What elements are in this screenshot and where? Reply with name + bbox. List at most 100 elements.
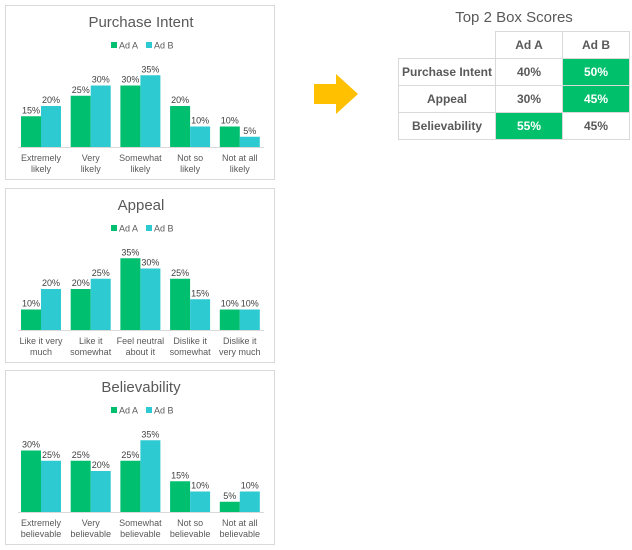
bar [140, 75, 161, 147]
data-label: 10% [191, 481, 209, 491]
legend-swatch [111, 407, 117, 413]
category-label: about it [126, 347, 156, 357]
data-label: 30% [22, 440, 40, 450]
category-label: believable [21, 529, 62, 539]
data-label: 30% [121, 75, 139, 85]
legend-swatch [146, 42, 152, 48]
data-label: 25% [171, 268, 189, 278]
category-label: believable [220, 529, 261, 539]
category-label: Not at all [222, 518, 258, 528]
bar [41, 460, 61, 512]
data-label: 35% [141, 429, 159, 439]
category-label: Not so [177, 518, 203, 528]
legend-label: Ad B [154, 41, 174, 51]
bar [70, 95, 91, 147]
bar [21, 450, 41, 512]
chart-title: Appeal [118, 197, 165, 214]
data-label: 25% [72, 450, 90, 460]
bar [90, 85, 111, 147]
chart-title: Purchase Intent [88, 14, 194, 31]
bar [21, 309, 41, 330]
data-label: 25% [72, 85, 90, 95]
data-label: 30% [141, 258, 159, 268]
bar [90, 471, 111, 512]
category-label: Dislike it [223, 336, 257, 346]
legend-swatch [111, 225, 117, 231]
legend-swatch [146, 225, 152, 231]
legend-label: Ad B [154, 224, 174, 234]
bar [170, 106, 191, 147]
row-label: Appeal [398, 85, 496, 113]
bar [170, 481, 191, 512]
category-label: Not so [177, 153, 203, 163]
chart-believability: Believability Ad A Ad B 30% 25% Extremely beli… [5, 370, 275, 545]
data-label: 35% [121, 247, 139, 257]
legend-label: Ad A [119, 224, 138, 234]
bar [70, 460, 91, 512]
data-label: 25% [42, 450, 60, 460]
bar [190, 299, 211, 330]
cell-ad-a: 30% [495, 85, 563, 113]
data-label: 15% [191, 288, 209, 298]
category-label: Feel neutral [117, 336, 165, 346]
data-label: 10% [241, 481, 259, 491]
cell-ad-a: 55% [495, 112, 563, 140]
chart-appeal: Appeal Ad A Ad B 10% 20% Like it very much 20% 2… [5, 188, 275, 363]
category-label: believable [70, 529, 111, 539]
category-label: believable [120, 529, 161, 539]
data-label: 25% [92, 268, 110, 278]
category-label: Not at all [222, 153, 258, 163]
data-label: 20% [92, 460, 110, 470]
data-label: 20% [42, 278, 60, 288]
bar [239, 136, 260, 147]
cell-ad-b: 45% [562, 112, 630, 140]
bar [190, 126, 211, 147]
table-row: Believability 55% 45% [398, 112, 630, 140]
bar [120, 460, 141, 512]
category-label: Very [82, 518, 101, 528]
data-label: 5% [223, 491, 236, 501]
bar [219, 309, 240, 330]
table-row: Purchase Intent 40% 50% [398, 58, 630, 86]
bar [239, 309, 260, 330]
cell-ad-a: 40% [495, 58, 563, 86]
data-label: 35% [141, 64, 159, 74]
row-label: Purchase Intent [398, 58, 496, 86]
data-label: 20% [42, 95, 60, 105]
bar [140, 440, 161, 512]
category-label: Somewhat [119, 153, 162, 163]
bar [219, 126, 240, 147]
legend-swatch [146, 407, 152, 413]
table-title: Top 2 Box Scores [455, 9, 573, 26]
category-label: likely [31, 164, 52, 174]
table-header-row: Ad A Ad B [398, 31, 630, 59]
category-label: Like it [79, 336, 103, 346]
data-label: 20% [72, 278, 90, 288]
bar [120, 258, 141, 330]
column-header: Ad A [495, 31, 563, 59]
category-label: somewhat [70, 347, 112, 357]
legend-label: Ad A [119, 41, 138, 51]
chart-purchase-intent: Purchase Intent Ad A Ad B 15% 20% Extremely li… [5, 5, 275, 180]
chart-title: Believability [101, 379, 181, 396]
data-label: 15% [171, 470, 189, 480]
bar [239, 491, 260, 512]
top-2-box-table: Ad A Ad B Purchase Intent 40% 50% Appeal… [398, 31, 630, 140]
bar [219, 501, 240, 512]
legend-label: Ad B [154, 406, 174, 416]
legend-label: Ad A [119, 406, 138, 416]
category-label: likely [81, 164, 102, 174]
table-row: Appeal 30% 45% [398, 85, 630, 113]
data-label: 20% [171, 95, 189, 105]
bar [41, 289, 61, 330]
category-label: Very [82, 153, 101, 163]
right-arrow-icon [314, 74, 358, 114]
bar [120, 85, 141, 147]
data-label: 15% [22, 105, 40, 115]
data-label: 10% [191, 116, 209, 126]
bar [170, 278, 191, 330]
category-label: somewhat [170, 347, 212, 357]
category-label: Dislike it [173, 336, 207, 346]
legend-swatch [111, 42, 117, 48]
category-label: Extremely [21, 518, 62, 528]
